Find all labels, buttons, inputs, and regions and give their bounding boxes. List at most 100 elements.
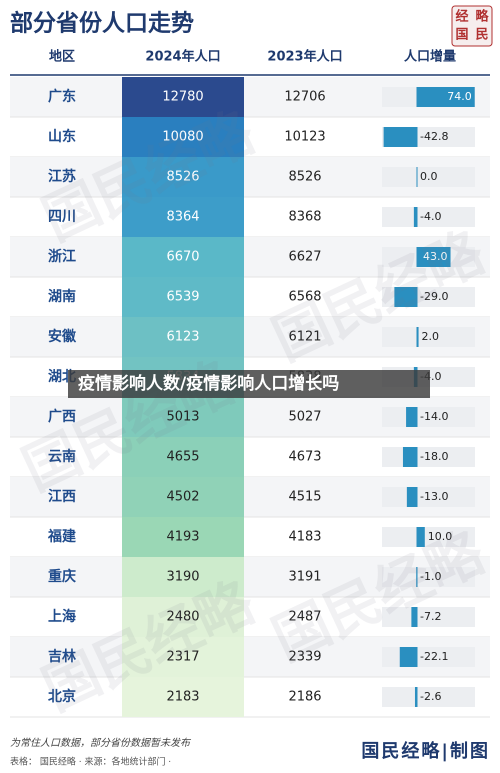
- column-header: 2023年人口: [267, 49, 342, 65]
- heat-cell: [122, 597, 244, 637]
- heat-cell: [122, 157, 244, 197]
- population-2024: 6539: [166, 290, 199, 305]
- heat-cell: [122, 477, 244, 517]
- bar-track: [382, 407, 475, 427]
- change-label: -14.0: [420, 410, 448, 423]
- logo-char: 经: [455, 9, 468, 25]
- change-bar: [406, 407, 417, 427]
- banner-text: 疫情影响人数/疫情影响人口增长吗: [78, 373, 339, 394]
- population-2023: 10123: [284, 130, 325, 145]
- heat-cell: [122, 237, 244, 277]
- population-2023: 3191: [288, 570, 321, 585]
- logo-char: 国: [455, 28, 468, 43]
- footer-source: 表格： 国民经略 · 来源：各地统计部门 ·: [10, 756, 171, 768]
- population-2024: 5013: [166, 410, 199, 425]
- population-2024: 8364: [166, 210, 199, 225]
- change-label: -29.0: [420, 290, 448, 303]
- footer-brand: 国民经略|制图: [361, 740, 490, 762]
- population-2023: 6121: [288, 330, 321, 345]
- population-2023: 8368: [288, 210, 321, 225]
- change-bar: [402, 447, 417, 467]
- population-2024: 12780: [162, 90, 203, 105]
- region-label: 重庆: [48, 568, 76, 585]
- population-2023: 12706: [284, 90, 325, 105]
- change-label: -4.0: [420, 210, 441, 223]
- population-2023: 6568: [288, 290, 321, 305]
- region-label: 广东: [48, 88, 76, 105]
- footer-note: 为常住人口数据，部分省份数据暂未发布: [10, 737, 192, 749]
- change-label: 43.0: [423, 250, 448, 263]
- heat-cell: [122, 117, 244, 157]
- population-2024: 10080: [162, 130, 203, 145]
- population-2023: 4515: [288, 490, 321, 505]
- change-label: -7.2: [420, 610, 441, 623]
- logo-char: 略: [475, 9, 489, 25]
- banner-bg: [68, 370, 430, 398]
- logo-char: 民: [475, 28, 488, 43]
- change-label: -18.0: [420, 450, 448, 463]
- region-label: 安徽: [48, 328, 77, 345]
- population-2024: 3190: [166, 570, 199, 585]
- population-2024: 4502: [166, 490, 199, 505]
- bar-track: [382, 207, 475, 227]
- population-2023: 4673: [288, 450, 321, 465]
- population-2024: 4193: [166, 530, 199, 545]
- column-header: 2024年人口: [145, 49, 220, 65]
- region-label: 福建: [47, 528, 76, 545]
- column-header: 人口增量: [404, 49, 456, 65]
- bar-track: [382, 327, 475, 347]
- region-label: 江苏: [48, 168, 76, 185]
- bar-track: [382, 687, 475, 707]
- region-label: 北京: [48, 688, 76, 705]
- bar-track: [382, 487, 475, 507]
- bar-track: [382, 167, 475, 187]
- heat-cell: [122, 437, 244, 477]
- population-2024: 6670: [166, 250, 199, 265]
- heat-cell: [122, 517, 244, 557]
- change-label: -42.8: [420, 130, 448, 143]
- region-label: 云南: [48, 448, 76, 465]
- region-label: 山东: [48, 128, 76, 145]
- population-2023: 2339: [288, 650, 321, 665]
- heat-cell: [122, 317, 244, 357]
- population-2023: 2186: [288, 690, 321, 705]
- change-bar: [417, 247, 451, 267]
- change-bar: [417, 87, 475, 107]
- heat-cell: [122, 397, 244, 437]
- population-2024: 8526: [166, 170, 199, 185]
- change-label: 0.0: [420, 170, 438, 183]
- heat-cell: [122, 637, 244, 677]
- bar-track: [382, 567, 475, 587]
- heat-cell: [122, 557, 244, 597]
- change-bar: [383, 127, 417, 147]
- change-bar: [394, 287, 417, 307]
- title: 部分省份人口走势: [10, 10, 194, 37]
- region-label: 广西: [48, 408, 76, 425]
- region-label: 浙江: [48, 248, 76, 265]
- change-bar: [413, 207, 417, 227]
- region-label: 江西: [48, 488, 76, 505]
- population-2023: 8526: [288, 170, 321, 185]
- bar-track: [382, 527, 475, 547]
- region-label: 湖南: [48, 288, 76, 305]
- change-bar: [399, 647, 417, 667]
- population-2024: 2480: [166, 610, 199, 625]
- bar-track: [382, 607, 475, 627]
- change-label: -2.6: [420, 690, 441, 703]
- region-label: 上海: [48, 608, 76, 625]
- heat-cell: [122, 677, 244, 717]
- population-2023: 6627: [288, 250, 321, 265]
- change-bar: [406, 487, 417, 507]
- heat-cell: [122, 277, 244, 317]
- heat-cell: [122, 197, 244, 237]
- region-label: 吉林: [48, 648, 76, 665]
- population-2024: 4655: [166, 450, 199, 465]
- population-2024: 2183: [166, 690, 199, 705]
- change-bar: [414, 687, 417, 707]
- change-bar: [417, 527, 425, 547]
- population-2023: 5027: [288, 410, 321, 425]
- column-header: 地区: [49, 49, 75, 65]
- population-2023: 4183: [288, 530, 321, 545]
